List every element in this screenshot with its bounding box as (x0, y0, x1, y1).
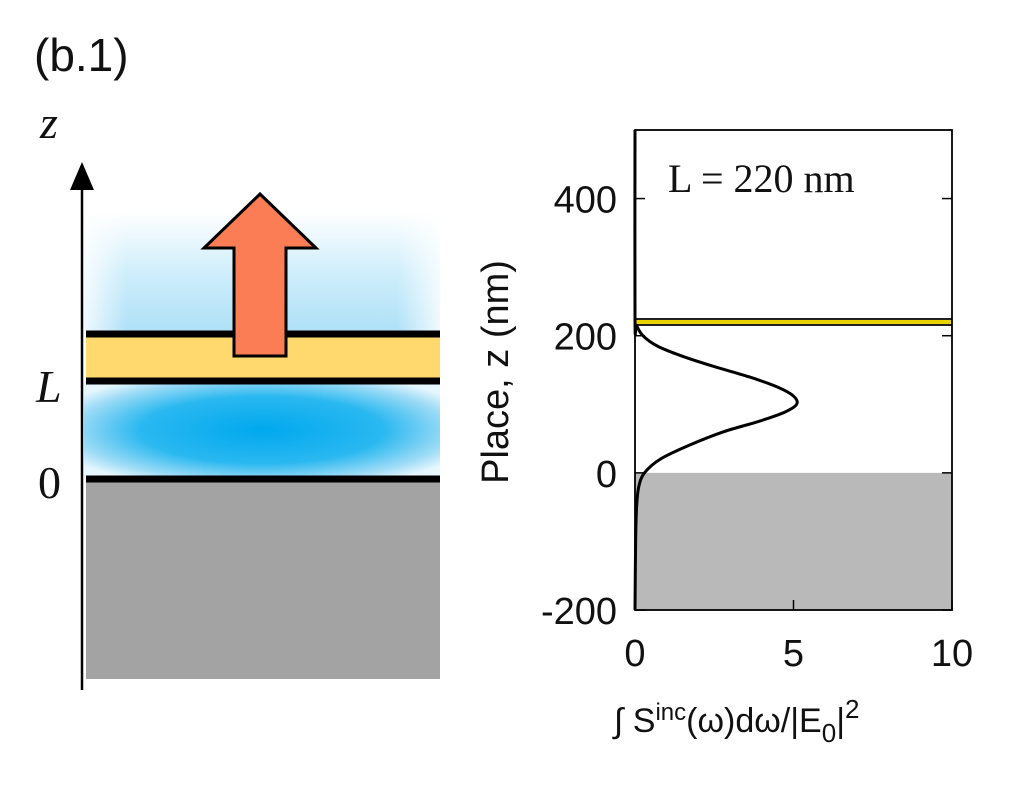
z-axis-arrowhead (70, 162, 94, 190)
chart-substrate-shade (635, 472, 952, 610)
level-zero-label: 0 (38, 457, 61, 508)
y-tick-label: 200 (554, 317, 617, 359)
x-tick-label: 5 (783, 633, 804, 675)
x-label-sup: inc (655, 699, 686, 726)
chart-y-axis-label: Place, z (nm) (475, 260, 517, 484)
y-tick-label: -200 (541, 591, 617, 633)
x-label-mid: (ω)dω/|E (686, 702, 822, 740)
chart-film-line (635, 320, 952, 324)
y-tick-label: 400 (554, 180, 617, 222)
x-tick-label: 10 (931, 633, 973, 675)
x-tick-label: 0 (624, 633, 645, 675)
chart-series-line (633, 129, 799, 611)
chart-annotation: L = 220 nm (668, 156, 855, 201)
x-label-sub: 0 (822, 718, 836, 748)
x-label-end: | (836, 702, 845, 740)
substrate-layer (86, 479, 440, 679)
emission-arrow-icon (200, 191, 320, 358)
panel-label: (b.1) (34, 29, 129, 81)
y-tick-label: 0 (596, 454, 617, 496)
chart-x-axis-label: ∫ Sinc(ω)dω/|E0|2 (612, 694, 860, 748)
confined-field-region (84, 381, 440, 479)
x-label-integral: ∫ S (612, 702, 655, 740)
level-L-label: L (36, 361, 62, 412)
x-label-sup2: 2 (845, 694, 859, 724)
layer-schematic (70, 162, 440, 690)
z-axis-label: z (40, 97, 58, 148)
